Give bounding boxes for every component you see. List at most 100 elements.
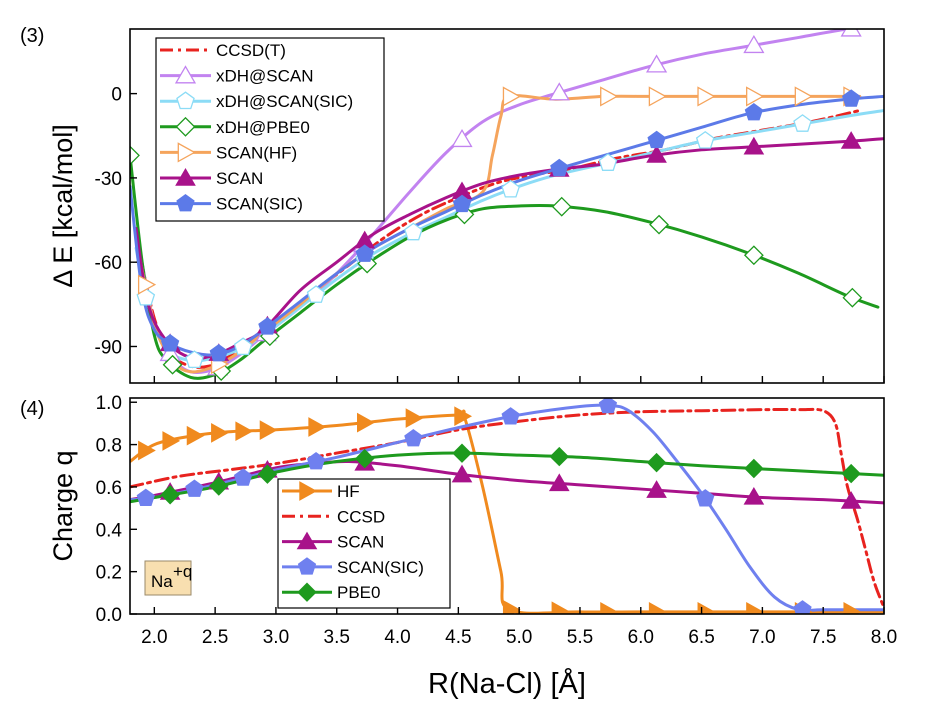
- marker-pbe0-2: [257, 464, 278, 484]
- legend-label-scan-sic: SCAN(SIC): [216, 195, 303, 214]
- marker-scan-sic-5: [550, 158, 569, 177]
- marker-hf-10: [502, 599, 521, 614]
- marker-xdh-scan-sic-8: [695, 130, 715, 149]
- legend-label-xdh-scan: xDH@SCAN: [216, 67, 314, 86]
- x-tick-label: 4.0: [384, 627, 410, 648]
- panel-label: (3): [20, 25, 44, 47]
- marker-scan-sic-7: [696, 489, 715, 507]
- legend-marker-pbe0: [297, 582, 317, 602]
- legend-marker-scan-sic: [297, 557, 317, 575]
- marker-pbe0-4: [452, 443, 472, 463]
- y-tick-label: 1.0: [96, 393, 122, 414]
- marker-scan-sic-6: [598, 398, 618, 414]
- marker-scan-hf-5: [697, 86, 716, 107]
- x-tick-label: 6.5: [688, 627, 714, 648]
- marker-scan-sic-8: [793, 600, 812, 614]
- marker-scan-sic-5: [501, 407, 520, 425]
- marker-hf-4: [235, 421, 254, 442]
- legend-marker-hf: [299, 481, 318, 501]
- legend-label-ccsd: CCSD: [337, 507, 385, 526]
- marker-scan-8: [840, 491, 862, 509]
- marker-xdh-scan-sic-3: [306, 285, 326, 303]
- marker-hf-5: [259, 420, 278, 440]
- marker-xdh-pbe0-8: [743, 245, 764, 266]
- marker-scan-6: [646, 145, 667, 163]
- marker-scan-5: [548, 473, 570, 492]
- marker-hf-3: [211, 423, 229, 443]
- y-tick-label: 0.0: [96, 605, 122, 626]
- marker-scan-7: [743, 486, 765, 505]
- marker-pbe0-7: [744, 458, 764, 479]
- legend-frame: [155, 37, 385, 222]
- marker-pbe0-0: [160, 485, 180, 505]
- marker-scan-hf-3: [600, 86, 619, 107]
- legend-label-ccsd-t: CCSD(T): [216, 41, 286, 60]
- legend-label-pbe0: PBE0: [337, 583, 380, 602]
- y-tick-label: 0.2: [96, 563, 122, 584]
- marker-scan-sic-8: [842, 89, 861, 107]
- legend-marker-scan-hf: [177, 142, 196, 163]
- x-tick-label: 5.0: [506, 627, 532, 648]
- marker-hf-12: [600, 602, 618, 614]
- legend-top: CCSD(T) xDH@SCAN xDH@SCAN(SIC) xDH@PBE0 SCAN…: [155, 37, 385, 222]
- marker-hf-2: [186, 425, 205, 446]
- marker-scan-sic-6: [647, 130, 666, 149]
- legend-marker-scan: [175, 168, 196, 186]
- marker-scan-sic-4: [452, 194, 472, 213]
- marker-hf-13: [648, 602, 667, 614]
- annotation-na-charge: Na+q: [144, 560, 192, 596]
- series-line-xdh-scan-sic: [134, 108, 884, 363]
- plot-frame: [129, 28, 885, 384]
- marker-xdh-pbe0-1: [162, 354, 183, 375]
- annotation-box: [144, 560, 192, 596]
- marker-pbe0-3: [355, 448, 375, 469]
- marker-scan-sic-7: [744, 103, 764, 121]
- marker-xdh-pbe0-6: [551, 196, 572, 217]
- marker-hf-7: [357, 412, 375, 433]
- series-line-ccsd: [130, 407, 884, 610]
- y-tick-label: -60: [95, 253, 122, 274]
- x-tick-label: 8.0: [871, 627, 897, 648]
- panel-bottom-charge: 0.0 0.2 0.4 0.6 0.8 1.0 Charge q (4) HF CCSD SCAN S…: [20, 393, 885, 626]
- legend-marker-xdh-scan-sic: [176, 91, 195, 110]
- legend-label-xdh-pbe0: xDH@PBE0: [216, 118, 310, 137]
- marker-xdh-pbe0-9: [842, 287, 863, 308]
- y-tick-label: 0.4: [96, 520, 123, 541]
- marker-scan-sic-2: [233, 468, 253, 486]
- x-tick-label: 4.5: [445, 627, 471, 648]
- legend-marker-xdh-pbe0: [175, 116, 196, 137]
- marker-scan-4: [451, 464, 473, 483]
- x-tick-label: 3.5: [324, 627, 350, 648]
- marker-scan-sic-3: [306, 451, 326, 470]
- marker-xdh-scan-6: [645, 54, 668, 73]
- series-line-hf: [130, 409, 884, 614]
- marker-pbe0-5: [549, 446, 569, 467]
- marker-scan-hf-6: [746, 86, 765, 107]
- marker-xdh-scan-sic-6: [501, 179, 520, 198]
- marker-scan-hf-2: [502, 86, 521, 107]
- y-tick-label: 0: [111, 85, 122, 106]
- annotation-text: Na: [151, 572, 173, 591]
- legend-label-scan: SCAN: [216, 169, 263, 188]
- y-axis-label: Charge q: [48, 450, 78, 561]
- marker-xdh-scan-sic-1: [185, 350, 204, 369]
- marker-hf-8: [405, 408, 424, 428]
- series-markers: [136, 398, 862, 614]
- marker-xdh-pbe0-0: [130, 145, 140, 166]
- marker-pbe0-8: [841, 463, 861, 484]
- y-tick-label: -30: [95, 169, 122, 190]
- x-axis: 2.0 2.5 3.0 3.5 4.0 4.5 5.0 5.5 6.0 6.5 7.0 7.5 8.0 R…: [141, 627, 897, 700]
- series-line-scan-sic: [130, 403, 884, 613]
- y-tick-label: 0.8: [96, 436, 122, 457]
- marker-xdh-pbe0-7: [649, 214, 669, 235]
- marker-xdh-scan-4: [451, 128, 473, 148]
- legend-label-hf: HF: [337, 482, 360, 501]
- marker-xdh-scan-5: [548, 82, 570, 101]
- legend-marker-scan: [296, 531, 318, 550]
- legend-bottom: HF CCSD SCAN SCAN(SIC) PBE0: [277, 478, 451, 609]
- marker-hf-17: [843, 602, 862, 614]
- marker-scan-sic-0: [136, 488, 155, 507]
- annotation-superscript: +q: [173, 562, 192, 581]
- x-tick-label: 3.0: [263, 627, 289, 648]
